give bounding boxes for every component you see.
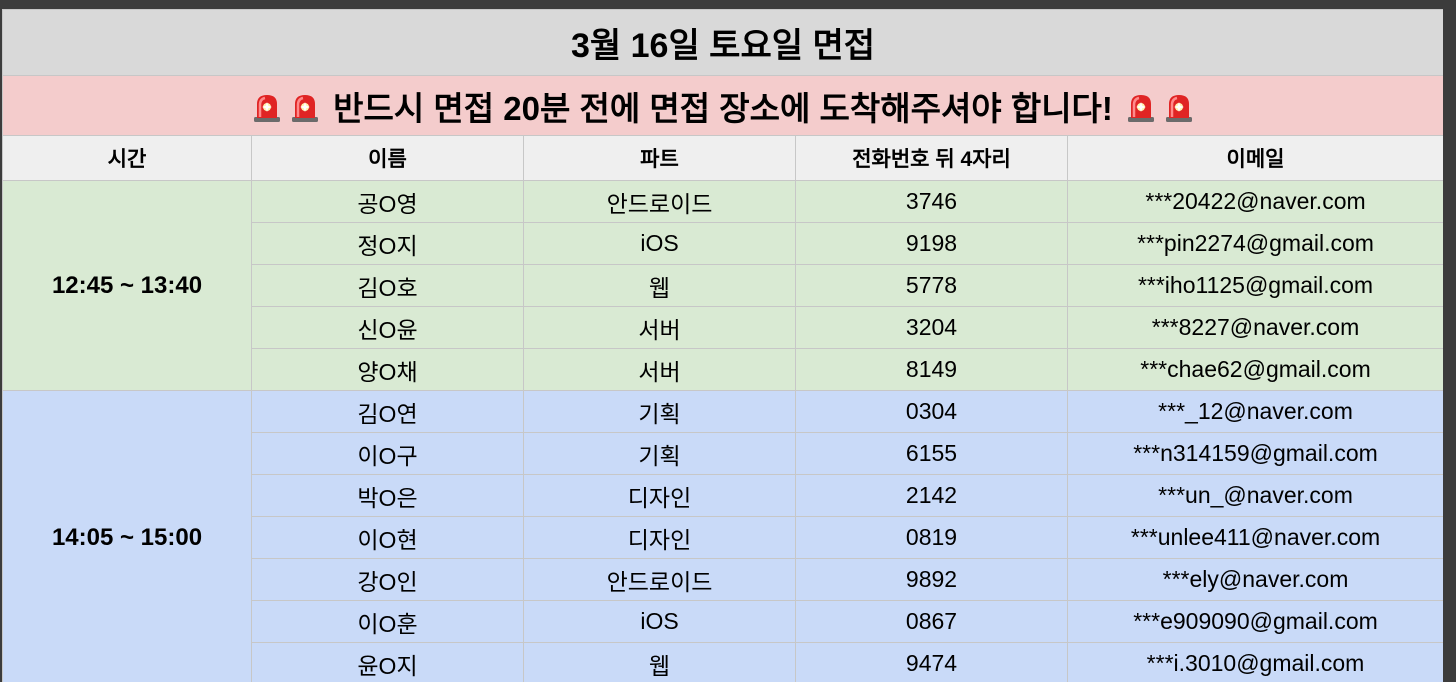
- part-cell: 디자인: [523, 474, 796, 517]
- table-row: 이O훈 iOS 0867 ***e909090@gmail.com: [3, 600, 1443, 643]
- email-cell: ***i.3010@gmail.com: [1066, 642, 1443, 682]
- table-row: 윤O지 웹 9474 ***i.3010@gmail.com: [3, 642, 1443, 682]
- email-cell: ***un_@naver.com: [1066, 474, 1443, 517]
- part-cell: 웹: [523, 642, 796, 682]
- table-row: 박O은 디자인 2142 ***un_@naver.com: [3, 474, 1443, 517]
- name-cell: 강O인: [251, 558, 524, 601]
- time-slot-cell: 12:45 ~ 13:40: [2, 180, 252, 391]
- phone-cell: 0867: [795, 600, 1068, 643]
- table-row: 이O현 디자인 0819 ***unlee411@naver.com: [3, 516, 1443, 559]
- header-time: 시간: [2, 135, 252, 181]
- part-cell: 기획: [523, 432, 796, 475]
- phone-cell: 9198: [795, 222, 1068, 265]
- name-cell: 김O호: [251, 264, 524, 307]
- police-car-light-icon: [290, 91, 320, 123]
- table-row: 12:45 ~ 13:40 공O영 안드로이드 3746 ***20422@naver.…: [2, 180, 1443, 391]
- title-row: 3월 16일 토요일 면접: [2, 9, 1443, 76]
- alert-banner: 반드시 면접 20분 전에 면접 장소에 도착해주셔야 합니다!: [2, 75, 1443, 136]
- email-cell: ***20422@naver.com: [1066, 180, 1443, 223]
- header-phone: 전화번호 뒤 4자리: [795, 135, 1068, 181]
- alert-row: 반드시 면접 20분 전에 면접 장소에 도착해주셔야 합니다!: [2, 75, 1443, 136]
- email-cell: ***chae62@gmail.com: [1066, 348, 1443, 391]
- table-row: 정O지 iOS 9198 ***pin2274@gmail.com: [3, 222, 1443, 265]
- email-cell: ***n314159@gmail.com: [1066, 432, 1443, 475]
- name-cell: 김O연: [251, 390, 524, 433]
- name-cell: 이O훈: [251, 600, 524, 643]
- phone-cell: 0819: [795, 516, 1068, 559]
- part-cell: 서버: [523, 306, 796, 349]
- phone-cell: 5778: [795, 264, 1068, 307]
- part-cell: 디자인: [523, 516, 796, 559]
- name-cell: 박O은: [251, 474, 524, 517]
- phone-cell: 2142: [795, 474, 1068, 517]
- header-part: 파트: [523, 135, 796, 181]
- part-cell: 기획: [523, 390, 796, 433]
- part-cell: 서버: [523, 348, 796, 391]
- name-cell: 신O윤: [251, 306, 524, 349]
- name-cell: 윤O지: [251, 642, 524, 682]
- name-cell: 공O영: [251, 180, 524, 223]
- name-cell: 정O지: [251, 222, 524, 265]
- email-cell: ***unlee411@naver.com: [1066, 516, 1443, 559]
- part-cell: 안드로이드: [523, 180, 796, 223]
- time-slot-cell: 14:05 ~ 15:00: [2, 390, 252, 682]
- police-car-light-icon: [1126, 91, 1156, 123]
- interview-schedule-table: 3월 16일 토요일 면접 반드시 면접 20분 전에 면접 장소에 도착해주셔…: [2, 9, 1443, 682]
- email-cell: ***ely@naver.com: [1066, 558, 1443, 601]
- name-cell: 이O구: [251, 432, 524, 475]
- email-cell: ***8227@naver.com: [1066, 306, 1443, 349]
- table-row: 양O채 서버 8149 ***chae62@gmail.com: [3, 348, 1443, 391]
- email-cell: ***iho1125@gmail.com: [1066, 264, 1443, 307]
- phone-cell: 8149: [795, 348, 1068, 391]
- name-cell: 이O현: [251, 516, 524, 559]
- name-cell: 양O채: [251, 348, 524, 391]
- table-row: 강O인 안드로이드 9892 ***ely@naver.com: [3, 558, 1443, 601]
- header-email: 이메일: [1066, 135, 1443, 181]
- part-cell: iOS: [523, 222, 796, 265]
- email-cell: ***e909090@gmail.com: [1066, 600, 1443, 643]
- police-car-light-icon: [252, 91, 282, 123]
- phone-cell: 9892: [795, 558, 1068, 601]
- phone-cell: 3746: [795, 180, 1068, 223]
- page-title: 3월 16일 토요일 면접: [2, 9, 1443, 76]
- part-cell: 안드로이드: [523, 558, 796, 601]
- phone-cell: 3204: [795, 306, 1068, 349]
- police-car-light-icon: [1164, 91, 1194, 123]
- email-cell: ***_12@naver.com: [1066, 390, 1443, 433]
- phone-cell: 0304: [795, 390, 1068, 433]
- header-name: 이름: [251, 135, 524, 181]
- table-row: 14:05 ~ 15:00 김O연 기획 0304 ***_12@naver.com: [2, 390, 1443, 682]
- alert-text: 반드시 면접 20분 전에 면접 장소에 도착해주셔야 합니다!: [333, 89, 1113, 127]
- email-cell: ***pin2274@gmail.com: [1066, 222, 1443, 265]
- table-body: 3월 16일 토요일 면접 반드시 면접 20분 전에 면접 장소에 도착해주셔…: [2, 9, 1443, 682]
- table-row: 이O구 기획 6155 ***n314159@gmail.com: [3, 432, 1443, 475]
- phone-cell: 6155: [795, 432, 1068, 475]
- part-cell: iOS: [523, 600, 796, 643]
- header-row: 시간 이름 파트 전화번호 뒤 4자리 이메일: [2, 135, 1443, 181]
- table-row: 김O호 웹 5778 ***iho1125@gmail.com: [3, 264, 1443, 307]
- part-cell: 웹: [523, 264, 796, 307]
- phone-cell: 9474: [795, 642, 1068, 682]
